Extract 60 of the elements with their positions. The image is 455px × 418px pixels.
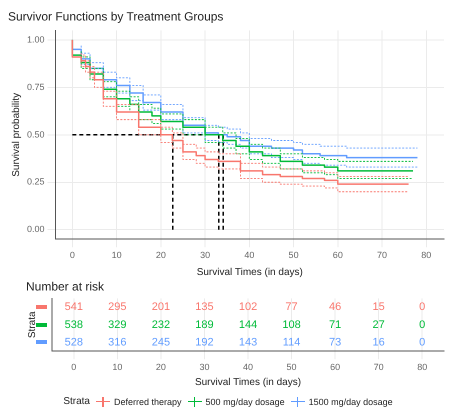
x-tick-label: 30 (199, 362, 210, 372)
x-tick-label: 20 (156, 250, 166, 260)
data-label: 46 (328, 301, 342, 314)
x-tick-label: 20 (156, 362, 166, 372)
x-axis-title: Survival Times (in days) (196, 266, 303, 278)
x-tick-label: 0 (70, 250, 75, 260)
legend-title: Strata (63, 396, 90, 407)
data-label: 189 (195, 318, 214, 331)
y-tick-label: 0.75 (26, 82, 45, 92)
x-tick-label: 70 (377, 250, 388, 260)
x-tick-label: 10 (112, 362, 122, 372)
data-label: 0 (419, 336, 426, 348)
x-tick-label: 30 (200, 250, 210, 260)
legend-label: Deferred therapy (114, 396, 182, 406)
legend-label: 500 mg/day dosage (206, 396, 285, 406)
chart-title: Number at risk (26, 280, 106, 294)
y-axis-title: Survival probability (10, 92, 22, 177)
legend-label: 1500 mg/day dosage (308, 396, 393, 406)
x-tick-label: 10 (112, 250, 122, 260)
y-tick-label: 0.25 (26, 176, 45, 187)
data-label: 232 (152, 318, 170, 331)
data-label: 295 (108, 301, 127, 314)
x-tick-label: 0 (71, 362, 76, 372)
data-label: 73 (328, 336, 342, 348)
x-tick-label: 40 (244, 250, 254, 260)
y-tick-label: 0.50 (26, 129, 45, 140)
data-label: 245 (152, 336, 170, 348)
x-tick-label: 60 (330, 362, 340, 372)
y-axis-title: Strata (26, 311, 38, 338)
chart-title: Survivor Functions by Treatment Groups (8, 10, 224, 24)
data-label: 108 (282, 318, 301, 331)
data-label: 114 (282, 336, 300, 348)
x-tick-label: 80 (421, 250, 432, 260)
data-label: 16 (372, 336, 385, 348)
data-label: 102 (238, 301, 258, 314)
y-tick-label: 1.00 (26, 34, 45, 44)
data-label: 0 (419, 318, 426, 331)
x-tick-label: 50 (288, 250, 299, 260)
x-tick-label: 50 (286, 362, 297, 372)
data-label: 541 (64, 301, 83, 314)
data-label: 538 (64, 318, 83, 331)
data-label: 143 (238, 336, 258, 348)
x-axis-title: Survival Times (in days) (194, 376, 302, 388)
y-tick-label: 0.00 (26, 224, 45, 234)
data-label: 71 (328, 318, 342, 331)
data-label: 0 (419, 301, 426, 314)
data-label: 144 (238, 318, 258, 331)
x-tick-label: 70 (374, 362, 384, 372)
data-label: 192 (195, 336, 214, 348)
x-tick-label: 80 (417, 362, 428, 372)
data-label: 27 (372, 318, 385, 331)
data-label: 15 (372, 301, 385, 314)
data-label: 77 (285, 301, 298, 314)
data-label: 316 (108, 336, 127, 348)
x-tick-label: 40 (242, 362, 254, 372)
data-label: 135 (195, 301, 214, 314)
data-label: 201 (152, 301, 170, 314)
data-label: 528 (64, 336, 83, 348)
data-label: 329 (108, 318, 127, 331)
x-tick-label: 60 (332, 250, 343, 260)
